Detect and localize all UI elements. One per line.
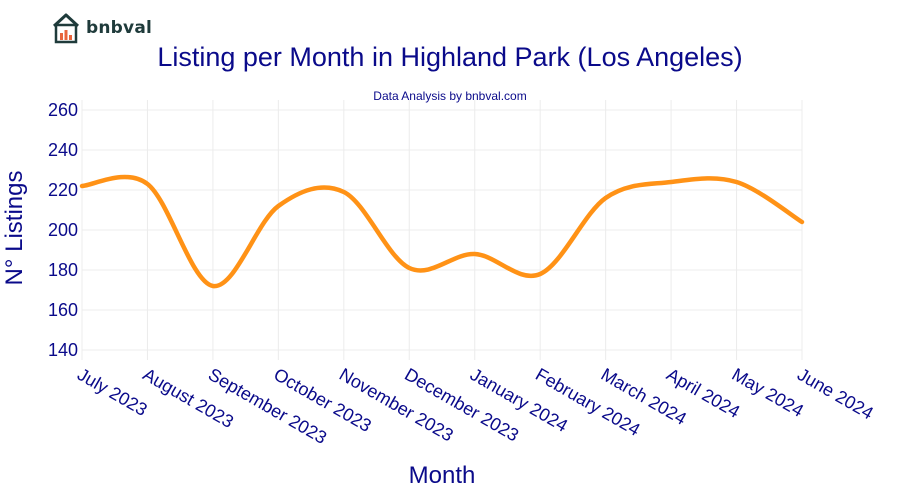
data-point-5 <box>406 265 412 271</box>
brand-name: bnbval <box>86 18 153 38</box>
y-tick-label: 260 <box>48 100 78 120</box>
y-tick-label: 140 <box>48 340 78 360</box>
chart-title: Listing per Month in Highland Park (Los … <box>157 42 743 72</box>
y-tick-label: 180 <box>48 260 78 280</box>
data-point-2 <box>210 283 216 289</box>
data-point-1 <box>144 181 150 187</box>
data-point-9 <box>668 179 674 185</box>
data-point-7 <box>537 271 543 277</box>
data-point-6 <box>472 251 478 257</box>
x-tick-label: November 2023 <box>336 364 457 445</box>
y-tick-label: 160 <box>48 300 78 320</box>
y-tick-label: 220 <box>48 180 78 200</box>
chart-subtitle: Data Analysis by bnbval.com <box>373 89 527 103</box>
x-tick-label: July 2023 <box>74 364 151 420</box>
y-tick-label: 200 <box>48 220 78 240</box>
house-chart-icon <box>52 13 80 44</box>
series-line-listings <box>79 174 805 289</box>
series-layer <box>79 174 805 289</box>
data-point-8 <box>603 195 609 201</box>
x-tick-label: May 2024 <box>729 364 807 421</box>
y-axis-ticks: 140 160 180 200 220 240 260 <box>48 100 78 360</box>
x-tick-label: December 2023 <box>401 364 522 445</box>
data-point-10 <box>734 179 740 185</box>
data-point-4 <box>341 189 347 195</box>
data-point-11 <box>799 219 805 225</box>
y-tick-label: 240 <box>48 140 78 160</box>
gridlines <box>81 100 803 360</box>
brand-logo: bnbval <box>52 12 152 44</box>
data-point-3 <box>275 203 281 209</box>
x-axis-title: Month <box>409 462 476 489</box>
x-tick-label: June 2024 <box>794 364 877 423</box>
y-axis-title: N° Listings <box>1 171 28 286</box>
data-point-0 <box>79 183 85 189</box>
